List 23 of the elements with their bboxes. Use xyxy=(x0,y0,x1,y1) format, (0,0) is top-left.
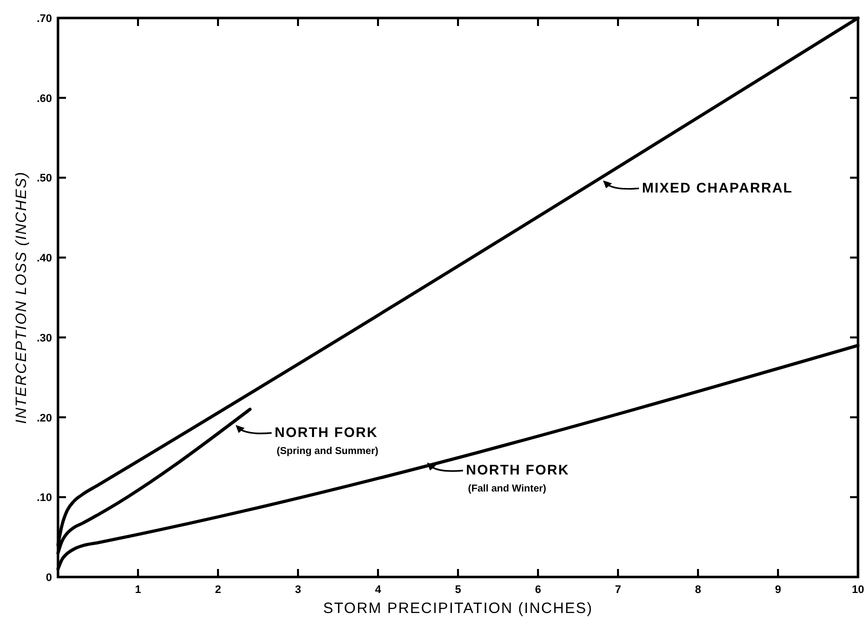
x-tick-label: 4 xyxy=(374,584,382,596)
legend-label: NORTH FORK (Fall and Winter) xyxy=(466,462,570,495)
x-tick-label: 5 xyxy=(454,584,462,596)
y-tick-label: .50 xyxy=(36,172,52,185)
x-tick-label: 10 xyxy=(852,584,864,596)
x-tick-label: 8 xyxy=(694,584,702,596)
x-tick-label: 6 xyxy=(534,584,542,596)
legend-label: MIXED CHAPARRAL xyxy=(642,179,793,196)
x-axis-title: STORM PRECIPITATION (INCHES) xyxy=(323,600,593,617)
y-tick-label: .30 xyxy=(36,332,52,344)
y-axis-title: INTERCEPTION LOSS (INCHES) xyxy=(13,171,30,424)
x-tick-label: 2 xyxy=(214,584,222,596)
legend-label: NORTH FORK (Spring and Summer) xyxy=(274,424,378,457)
y-tick-label: .40 xyxy=(36,252,52,265)
y-tick-label: .20 xyxy=(36,412,52,424)
y-tick-label: .10 xyxy=(36,492,52,504)
y-tick-label: .70 xyxy=(36,13,52,25)
y-tick-label: 0 xyxy=(46,572,52,584)
x-tick-label: 3 xyxy=(294,584,302,596)
x-tick-label: 9 xyxy=(774,584,782,596)
x-tick-label: 1 xyxy=(134,584,142,596)
x-tick-label: 7 xyxy=(614,584,622,596)
y-tick-label: .60 xyxy=(36,92,52,105)
